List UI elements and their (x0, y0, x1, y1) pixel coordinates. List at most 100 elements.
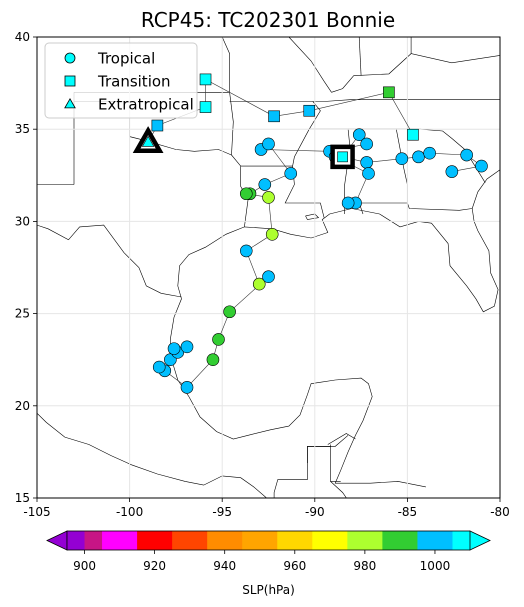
track-point (265, 228, 279, 241)
legend: Tropical Transition Extratropical (44, 42, 198, 119)
track-point (141, 135, 155, 147)
track-point (151, 119, 164, 132)
x-tick-label: -85 (398, 505, 418, 519)
y-tick-label: 40 (15, 30, 30, 44)
track-point (412, 150, 425, 164)
track-point (180, 381, 194, 394)
track-point (258, 178, 272, 191)
track-point (180, 340, 194, 354)
guatemala-belize-border (330, 446, 341, 482)
track-point (395, 152, 409, 166)
track-point (362, 167, 375, 180)
colorbar-bin (84, 531, 103, 550)
legend-marker (64, 52, 76, 64)
state-border (312, 99, 500, 102)
atlantic-coastline (471, 169, 500, 209)
colorbar-bin (312, 531, 348, 550)
lake (305, 213, 320, 220)
colorbar-bin (137, 531, 173, 550)
colorbar-bin (277, 531, 313, 550)
track-line (147, 78, 414, 143)
colorbar-tick-label: 960 (283, 559, 306, 573)
legend-entries: Tropical Transition Extratropical (64, 50, 194, 114)
track-point (445, 165, 459, 178)
track-point (262, 191, 275, 204)
colorbar: 900 920 940 960 980 1000 SLP(hPa) (46, 530, 491, 597)
x-tick-label: -80 (490, 505, 510, 519)
state-border (240, 165, 325, 218)
y-tick-label: 35 (15, 122, 30, 136)
colorbar-extend-under (46, 530, 68, 551)
track-point (460, 148, 473, 162)
colorbar-bin (417, 531, 453, 550)
colorbar-bin (207, 531, 243, 550)
colorbar-extend-over (469, 530, 491, 551)
colorbar-label: SLP(hPa) (242, 583, 295, 597)
pacific-coastline (37, 412, 267, 498)
colorbar-tick-label: 940 (213, 559, 236, 573)
track-point (199, 73, 212, 86)
colorbar-bin (382, 531, 418, 550)
legend-marker (64, 75, 76, 87)
x-tick-label: -95 (212, 505, 232, 519)
track-point (223, 305, 236, 319)
map-frame (36, 36, 501, 499)
track-point (337, 151, 348, 163)
colorbar-bins (46, 530, 491, 551)
y-tick-label: 30 (15, 214, 30, 228)
y-axis-ticks: 15 20 25 30 35 40 (15, 30, 37, 505)
track-point (239, 244, 253, 258)
track-point (284, 167, 298, 180)
track-point (341, 196, 355, 210)
colorbar-bin (67, 531, 86, 550)
track-point (212, 333, 225, 346)
guatemala-honduras-border (330, 481, 347, 498)
legend-marker (64, 98, 76, 109)
track-point (352, 128, 366, 142)
highlight-markers (132, 126, 355, 170)
yucatan-border (327, 433, 356, 445)
x-tick-label: -100 (116, 505, 143, 519)
gulf-coastline (169, 208, 499, 488)
legend-label: Tropical (97, 50, 155, 68)
mexico-belize-border (307, 435, 349, 463)
track-point (360, 156, 373, 169)
x-tick-label: -90 (305, 505, 325, 519)
state-border (358, 37, 362, 76)
track-point (383, 86, 395, 99)
colorbar-bin (242, 531, 278, 550)
track-point (199, 101, 212, 113)
track-point (407, 128, 419, 141)
y-tick-label: 20 (15, 399, 30, 413)
colorbar-tick-label: 980 (353, 559, 376, 573)
colorbar-frame (66, 530, 471, 551)
colorbar-bin (347, 531, 383, 550)
colorbar-tick-label: 920 (143, 559, 166, 573)
legend-label: Transition (97, 73, 171, 91)
state-border (288, 37, 332, 93)
track-point (268, 110, 280, 123)
state-border (407, 202, 473, 211)
legend-label: Extratropical (98, 96, 194, 114)
track-point (152, 360, 166, 374)
state-border (331, 53, 500, 93)
x-tick-label: -105 (23, 505, 50, 519)
state-border (221, 37, 230, 93)
track-point (303, 104, 316, 117)
colorbar-ticks: 900 920 940 960 980 1000 (73, 550, 450, 573)
chart-title: RCP45: TC202301 Bonnie (141, 8, 395, 32)
colorbar-bin (452, 531, 471, 550)
track-point (239, 187, 253, 201)
y-tick-label: 15 (15, 491, 30, 505)
track-point (475, 159, 488, 173)
track-point (167, 342, 181, 355)
track-point (360, 137, 373, 151)
colorbar-bin (172, 531, 208, 550)
y-tick-label: 25 (15, 307, 30, 321)
state-border (229, 92, 249, 227)
track-point (262, 137, 275, 151)
x-axis-ticks: -105 -100 -95 -90 -85 -80 (23, 498, 510, 519)
track-point (206, 353, 220, 367)
legend-box (44, 42, 198, 119)
